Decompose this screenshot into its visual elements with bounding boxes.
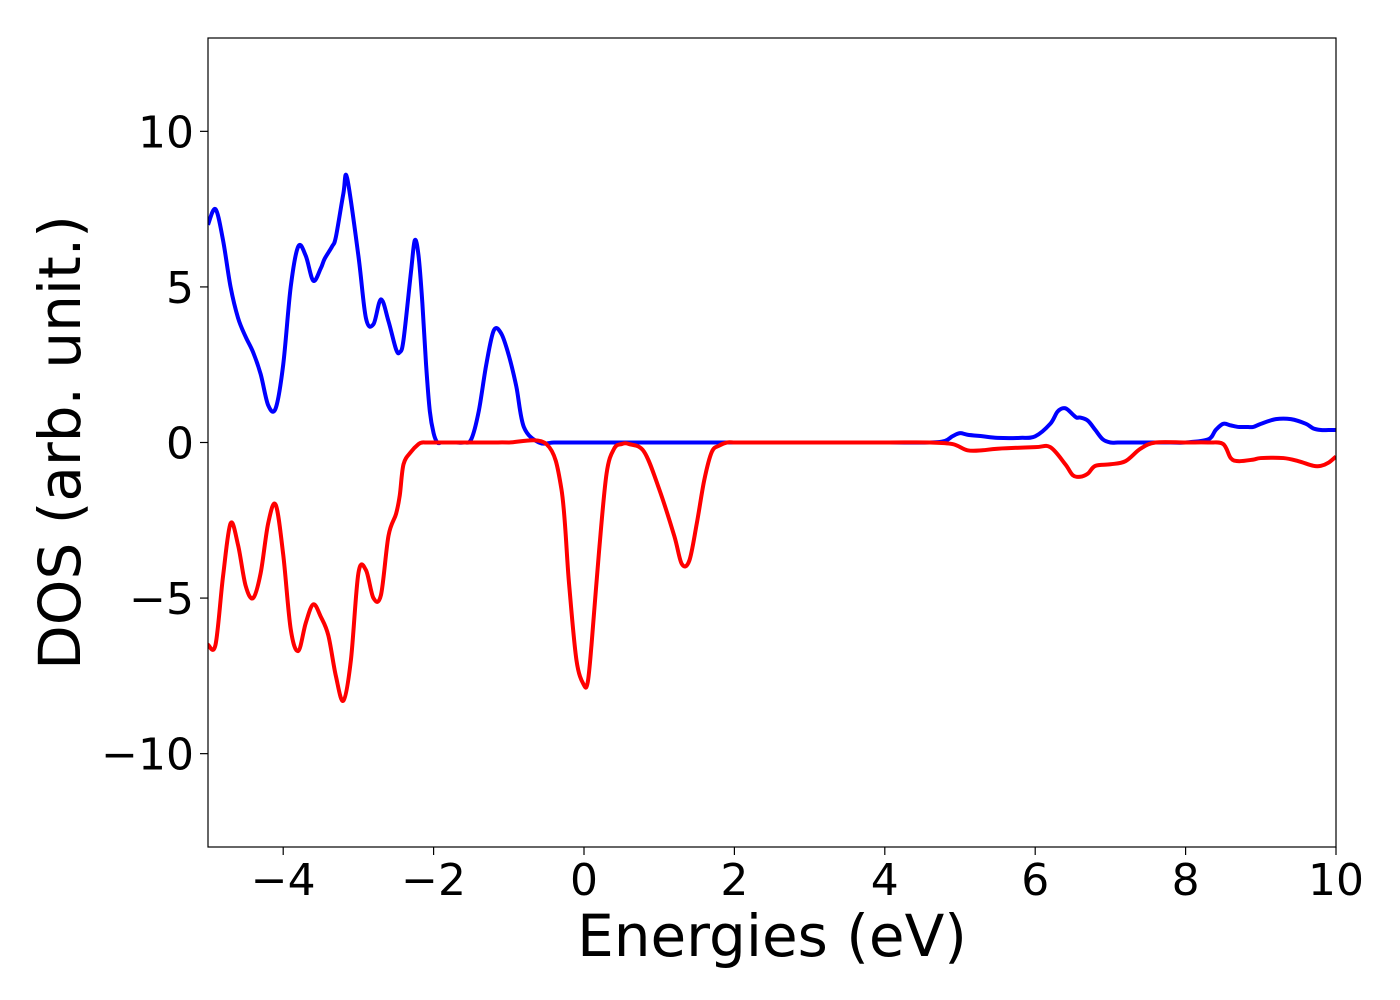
y-axis-title: DOS (arb. unit.) (26, 215, 94, 670)
series-layer (208, 172, 1336, 703)
x-tick-label: −4 (251, 855, 316, 906)
series-line-blue (208, 172, 1336, 446)
x-tick-label: 4 (871, 855, 899, 906)
x-axis-title: Energies (eV) (577, 902, 967, 970)
x-tick-label: 0 (570, 855, 598, 906)
y-tick-label: −10 (101, 730, 194, 781)
y-tick-label: 10 (138, 107, 194, 158)
series-line-red (208, 438, 1336, 703)
x-tick-label: 6 (1021, 855, 1049, 906)
x-tick-label: 10 (1308, 855, 1364, 906)
y-tick-label: −5 (129, 574, 194, 625)
x-axis-ticks: −4 −2 0 2 4 6 8 10 (251, 847, 1364, 906)
y-axis-ticks: −10 −5 0 5 10 (101, 107, 208, 781)
x-tick-label: 2 (720, 855, 748, 906)
x-tick-label: 8 (1172, 855, 1200, 906)
y-tick-label: 5 (166, 263, 194, 314)
y-tick-label: 0 (166, 419, 194, 470)
x-tick-label: −2 (401, 855, 466, 906)
